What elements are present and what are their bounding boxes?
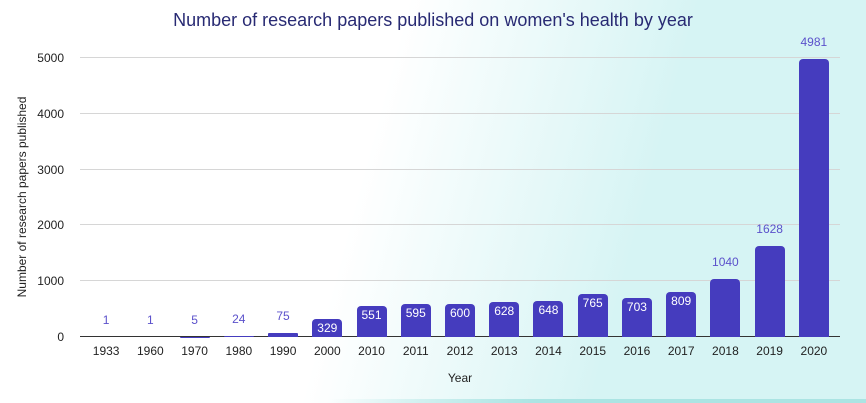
x-tick-label: 2015 (579, 344, 607, 358)
y-tick-labels: 0 1000 2000 3000 4000 5000 (0, 51, 72, 344)
bar-value-label: 595 (405, 305, 426, 320)
bar-slot: 765 (571, 58, 615, 337)
bar-value-label: 648 (538, 302, 559, 317)
x-tick-label: 2016 (623, 344, 651, 358)
chart-title: Number of research papers published on w… (173, 10, 693, 30)
bar-value-label: 765 (582, 296, 603, 311)
bar: 551 (356, 306, 387, 337)
y-tick-label: 2000 (37, 218, 64, 233)
x-tick-label: 2018 (712, 344, 739, 358)
bar-value-label: 600 (449, 305, 470, 320)
bar-value-label: 4981 (800, 35, 828, 50)
x-tick-label: 2019 (756, 344, 783, 358)
x-tick-label: 2012 (446, 344, 474, 358)
bar: 648 (533, 300, 564, 337)
bar (710, 278, 741, 337)
bar-value-label: 1 (102, 312, 110, 327)
bar: 809 (666, 291, 697, 337)
bar: 628 (489, 301, 520, 337)
x-tick-label: 2014 (535, 344, 562, 358)
bar: 595 (400, 303, 431, 337)
x-tick-label: 1970 (181, 344, 208, 358)
bar-slot: 648 (526, 58, 570, 337)
bar: 765 (577, 294, 608, 337)
x-tick-label: 2013 (490, 344, 518, 358)
plot-area: 1 1 5 24 75 329 551 595 600 628 648 765 703 809 1040 16… (80, 35, 840, 337)
bar-slot: 595 (394, 58, 438, 337)
bar-slot: 703 (615, 58, 659, 337)
bar-value-label: 551 (361, 308, 382, 323)
x-tick-label: 1960 (137, 344, 164, 358)
bar-slot: 551 (349, 58, 393, 337)
bar-slot: 1628 (748, 58, 792, 337)
gridline (80, 168, 840, 170)
bottom-accent-bar (0, 399, 866, 403)
bars-row: 1 1 5 24 75 329 551 595 600 628 648 765 703 809 1040 16… (84, 35, 836, 337)
y-tick-label: 3000 (37, 162, 64, 177)
bar-value-label: 703 (626, 299, 647, 314)
y-tick-label: 0 (57, 330, 64, 344)
gridline (80, 224, 840, 226)
x-axis-title: Year (447, 371, 473, 385)
x-tick-label: 1980 (225, 344, 253, 358)
bar-slot: 1 (128, 58, 172, 337)
bar (223, 335, 254, 337)
y-tick-label: 1000 (37, 274, 64, 289)
x-tick-label: 2000 (313, 344, 341, 358)
bar: 600 (444, 303, 475, 337)
bar (798, 59, 829, 337)
y-tick-label: 4000 (37, 106, 64, 121)
gridline (80, 280, 840, 282)
y-tick-label: 5000 (37, 51, 64, 65)
bar-slot: 5 (172, 58, 216, 337)
bar-value-label: 5 (191, 312, 198, 327)
bar-slot: 75 (261, 58, 305, 337)
x-tick-label: 1990 (269, 344, 297, 358)
bar-slot: 4981 (792, 35, 836, 337)
bar-value-label: 1040 (712, 254, 739, 269)
gridline (80, 57, 840, 58)
x-tick-label: 2011 (402, 344, 429, 358)
bar-slot: 329 (305, 58, 349, 337)
bar-value-label: 329 (317, 320, 338, 335)
bar-slot: 600 (438, 58, 482, 337)
bar (754, 246, 785, 337)
x-tick-label: 2020 (800, 344, 828, 358)
bar-slot: 1040 (703, 58, 747, 337)
bar-slot: 628 (482, 58, 526, 337)
bar-value-label: 628 (494, 303, 515, 318)
bar-value-label: 24 (232, 311, 246, 326)
bar: 703 (621, 297, 652, 337)
x-tick-labels: 1933 1960 1970 1980 1990 2000 2010 2011 2012 2013… (84, 344, 836, 358)
bar (268, 332, 299, 337)
bar-value-label: 809 (671, 293, 692, 308)
bar: 329 (312, 318, 343, 337)
gridline (80, 112, 840, 114)
x-tick-label: 2010 (358, 344, 385, 358)
bar-slot: 24 (217, 58, 261, 337)
bar-value-label: 75 (276, 308, 290, 323)
bar-slot: 809 (659, 58, 703, 337)
x-tick-label: 2017 (667, 344, 695, 358)
bar-value-label: 1 (147, 312, 154, 327)
bar-value-label: 1628 (756, 222, 783, 237)
x-tick-label: 1933 (92, 344, 120, 358)
bar-slot: 1 (84, 58, 128, 337)
